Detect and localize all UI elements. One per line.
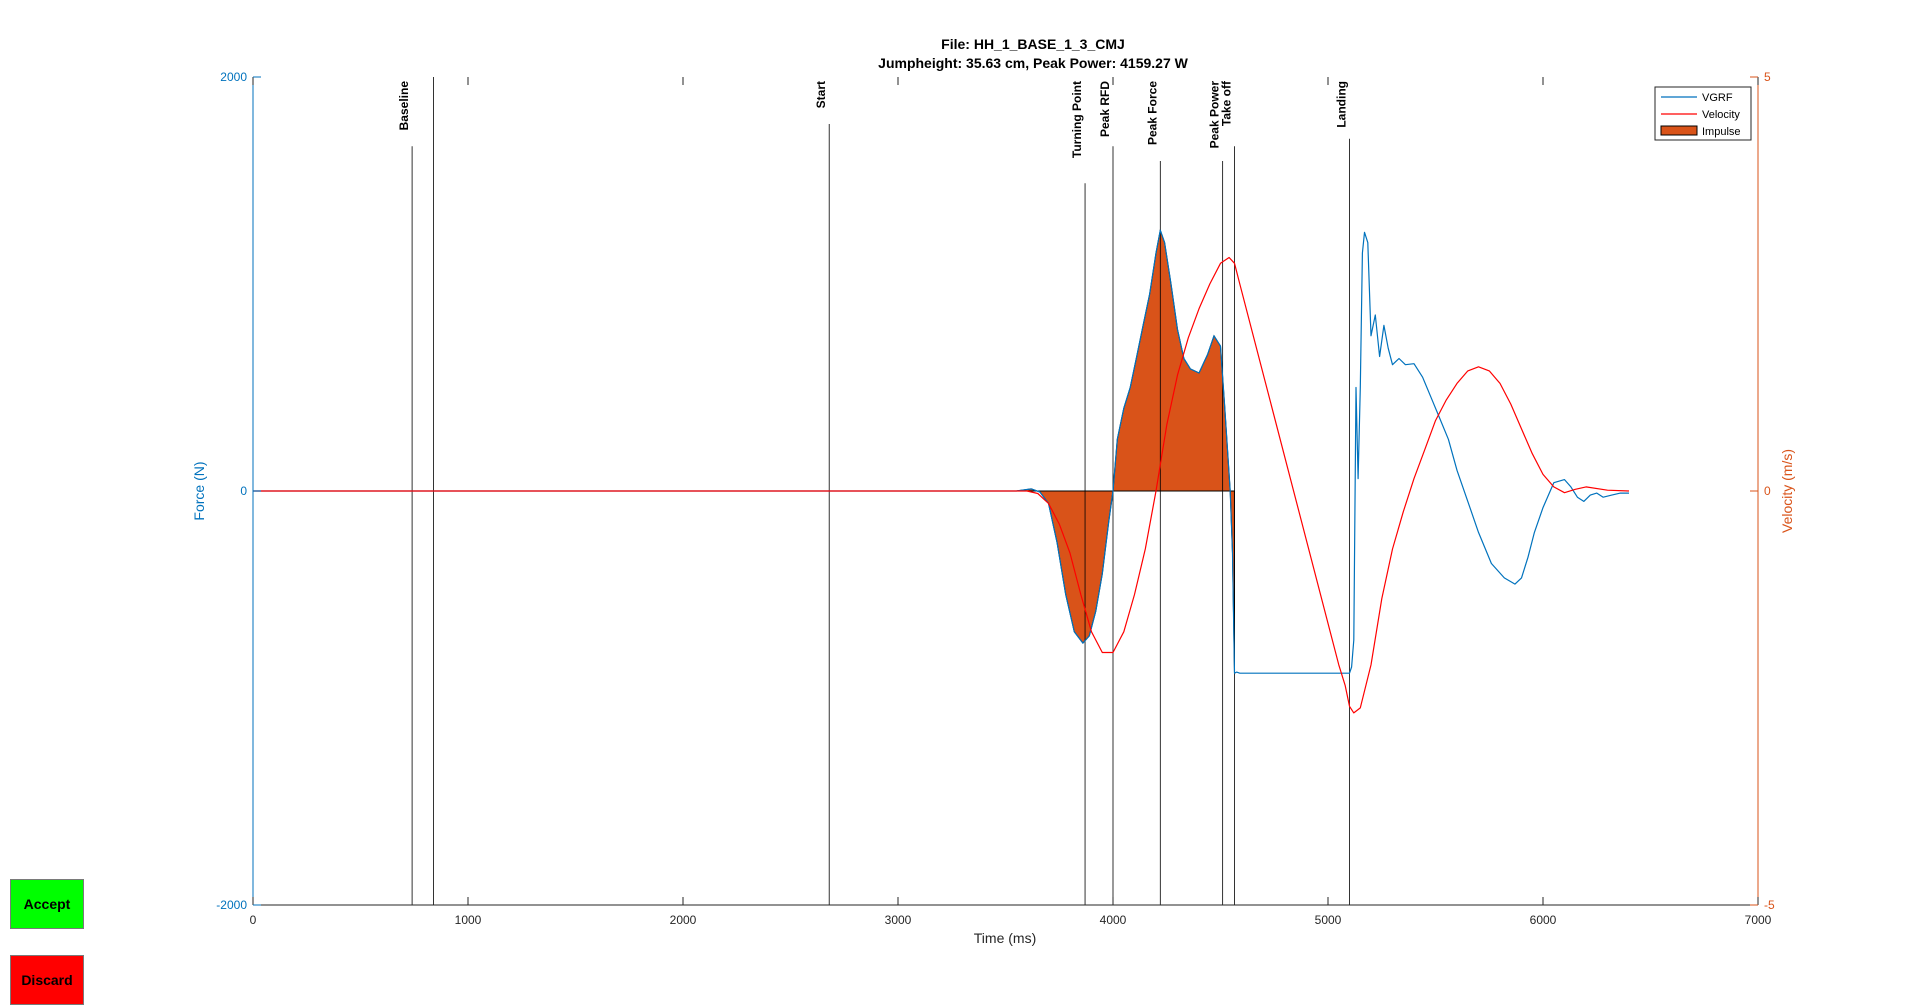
event-markers: Baseline Start Turning Point Peak RFD Peak F… <box>397 77 1350 905</box>
event-label: Peak Force <box>1145 81 1159 145</box>
x-tick-label: 3000 <box>885 913 912 927</box>
event-label: Baseline <box>397 81 411 131</box>
y-tick-label-left: 0 <box>240 484 247 498</box>
legend-label-velocity: Velocity <box>1702 109 1740 121</box>
event-label: Turning Point <box>1070 81 1084 158</box>
x-tick-label: 5000 <box>1315 913 1342 927</box>
event-label: Peak RFD <box>1098 81 1112 137</box>
event-label: Peak Power <box>1208 81 1222 149</box>
chart-title: File: HH_1_BASE_1_3_CMJ <box>941 36 1125 52</box>
x-tick-label: 0 <box>250 913 257 927</box>
x-tick-label: 1000 <box>455 913 482 927</box>
legend-label-vgrf: VGRF <box>1702 92 1733 104</box>
series-lines <box>253 229 1630 714</box>
y-tick-label-right: 0 <box>1764 484 1771 498</box>
accept-button[interactable]: Accept <box>10 879 84 929</box>
legend: VGRF Velocity Impulse <box>1654 86 1752 141</box>
velocity-line <box>253 256 1630 714</box>
y-axis-label-left: Force (N) <box>191 461 207 520</box>
event-label: Take off <box>1219 80 1233 126</box>
event-label: Landing <box>1335 81 1349 128</box>
y-axis-label-right: Velocity (m/s) <box>1779 449 1795 533</box>
y-tick-label-left: 2000 <box>220 70 247 84</box>
x-axis-label: Time (ms) <box>974 930 1036 946</box>
legend-swatch-impulse <box>1660 125 1698 136</box>
discard-button[interactable]: Discard <box>10 955 84 1005</box>
axis-ticks: 0 1000 2000 3000 4000 5000 6000 7000-200002000-… <box>216 70 1775 927</box>
y-tick-label-right: -5 <box>1764 898 1775 912</box>
x-tick-label: 7000 <box>1745 913 1772 927</box>
event-label: Start <box>814 81 828 108</box>
legend-label-impulse: Impulse <box>1702 126 1741 138</box>
y-tick-label-right: 5 <box>1764 70 1771 84</box>
y-tick-label-left: -2000 <box>216 898 247 912</box>
x-tick-label: 6000 <box>1530 913 1557 927</box>
vgrf-line <box>253 229 1629 674</box>
plot-area: Baseline Start Turning Point Peak RFD Peak F… <box>216 70 1775 927</box>
x-tick-label: 2000 <box>670 913 697 927</box>
chart-subtitle: Jumpheight: 35.63 cm, Peak Power: 4159.2… <box>878 55 1188 71</box>
x-tick-label: 4000 <box>1100 913 1127 927</box>
